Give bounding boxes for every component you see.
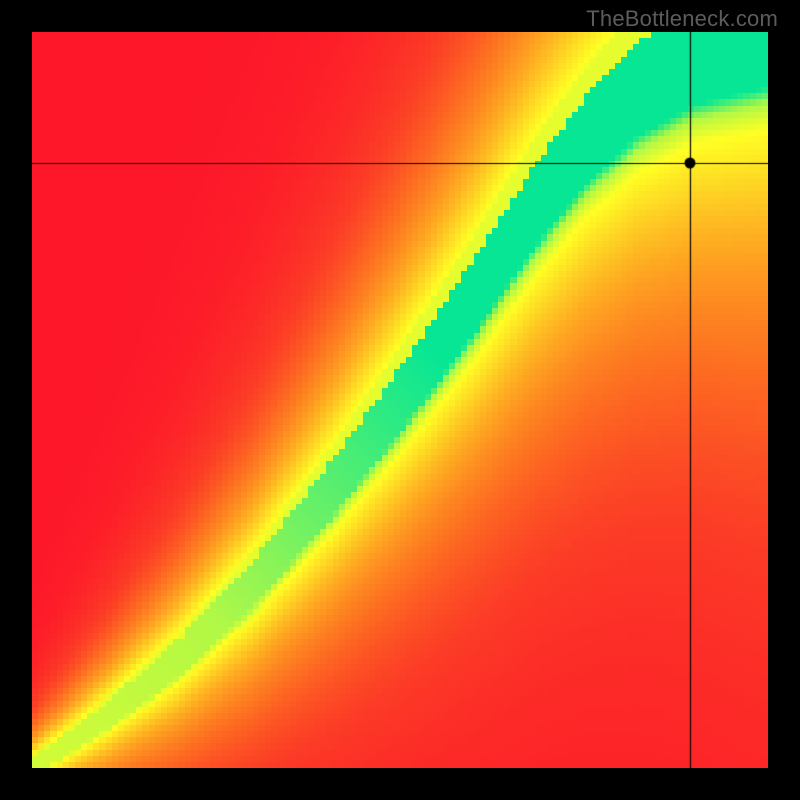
heatmap-canvas [32,32,768,768]
watermark-text: TheBottleneck.com [586,6,778,32]
chart-container: TheBottleneck.com [0,0,800,800]
